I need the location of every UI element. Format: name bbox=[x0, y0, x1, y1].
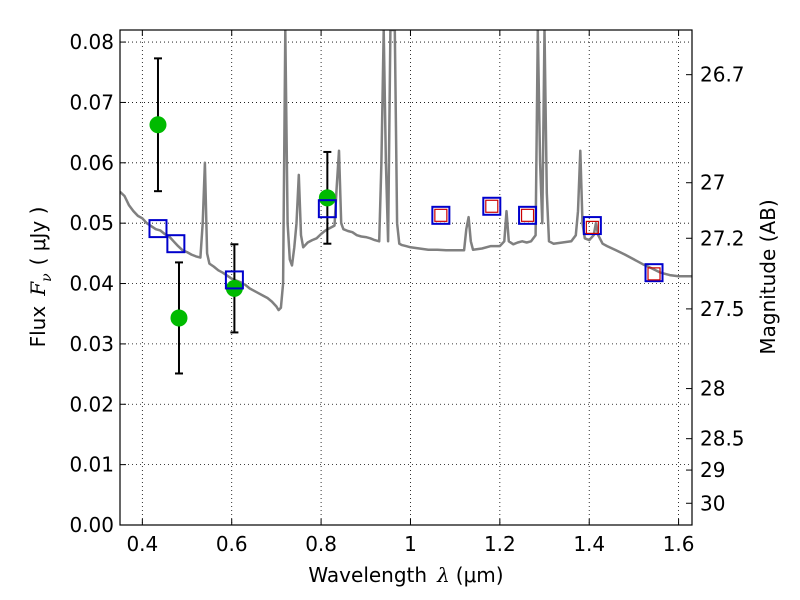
model-square-red bbox=[585, 220, 599, 234]
model-square-blue bbox=[166, 234, 186, 254]
y-tick-label: 0.00 bbox=[69, 513, 114, 537]
x-tick-label: 1.2 bbox=[484, 532, 516, 556]
model-square-blue bbox=[431, 205, 451, 225]
magnitude-tick-label: 27.5 bbox=[700, 297, 745, 321]
y-tick-label: 0.01 bbox=[69, 453, 114, 477]
plot-frame bbox=[119, 29, 693, 526]
model-square-blue bbox=[148, 219, 168, 239]
y-tick-label: 0.05 bbox=[69, 211, 114, 235]
x-tick-label: 1 bbox=[404, 532, 417, 556]
x-tick-label: 1.6 bbox=[663, 532, 695, 556]
observed-point bbox=[149, 116, 167, 134]
magnitude-tick-label: 27 bbox=[700, 171, 725, 195]
model-square-blue bbox=[582, 216, 602, 236]
model-square-red bbox=[434, 208, 448, 222]
model-square-red bbox=[485, 199, 499, 213]
y-tick-label: 0.06 bbox=[69, 151, 114, 175]
model-square-blue bbox=[224, 270, 244, 290]
x-tick-label: 0.4 bbox=[126, 532, 158, 556]
y-axis-right-label: Magnitude (AB) bbox=[756, 199, 780, 354]
magnitude-tick-label: 27.2 bbox=[700, 226, 745, 250]
y-tick-label: 0.04 bbox=[69, 272, 114, 296]
y-tick-label: 0.07 bbox=[69, 90, 114, 114]
model-square-blue bbox=[317, 199, 337, 219]
x-tick-label: 0.8 bbox=[305, 532, 337, 556]
ticks-layer: 0.4 0.6 0.8 1 1.2 1.4 1.6 0.00 0.01 0.02 0.03 0.04 0… bbox=[69, 30, 745, 556]
x-tick-label: 1.4 bbox=[573, 532, 605, 556]
plot-data-layer bbox=[120, 30, 692, 375]
x-tick-label: 0.6 bbox=[216, 532, 248, 556]
magnitude-tick-label: 28.5 bbox=[700, 427, 745, 451]
model-square-red bbox=[520, 208, 535, 222]
grid-layer bbox=[120, 30, 692, 526]
model-square-blue bbox=[518, 205, 538, 225]
y-tick-label: 0.02 bbox=[69, 392, 114, 416]
magnitude-tick-label: 28 bbox=[700, 377, 725, 401]
y-axis-label: FluxFν( μJy ) bbox=[26, 207, 55, 348]
y-tick-label: 0.08 bbox=[69, 30, 114, 54]
model-square-blue bbox=[482, 196, 502, 216]
y-tick-label: 0.03 bbox=[69, 332, 114, 356]
data-clip-group bbox=[120, 30, 692, 375]
magnitude-tick-label: 26.7 bbox=[700, 63, 745, 87]
x-axis-label: Wavelength λ (μm) bbox=[308, 563, 503, 587]
observed-point bbox=[170, 309, 188, 327]
spectrum-line bbox=[120, 30, 692, 312]
model-square-blue bbox=[644, 263, 664, 283]
model-square-red bbox=[647, 267, 661, 281]
magnitude-tick-label: 30 bbox=[700, 491, 725, 515]
magnitude-tick-label: 29 bbox=[700, 458, 725, 482]
observed-point bbox=[318, 189, 336, 207]
